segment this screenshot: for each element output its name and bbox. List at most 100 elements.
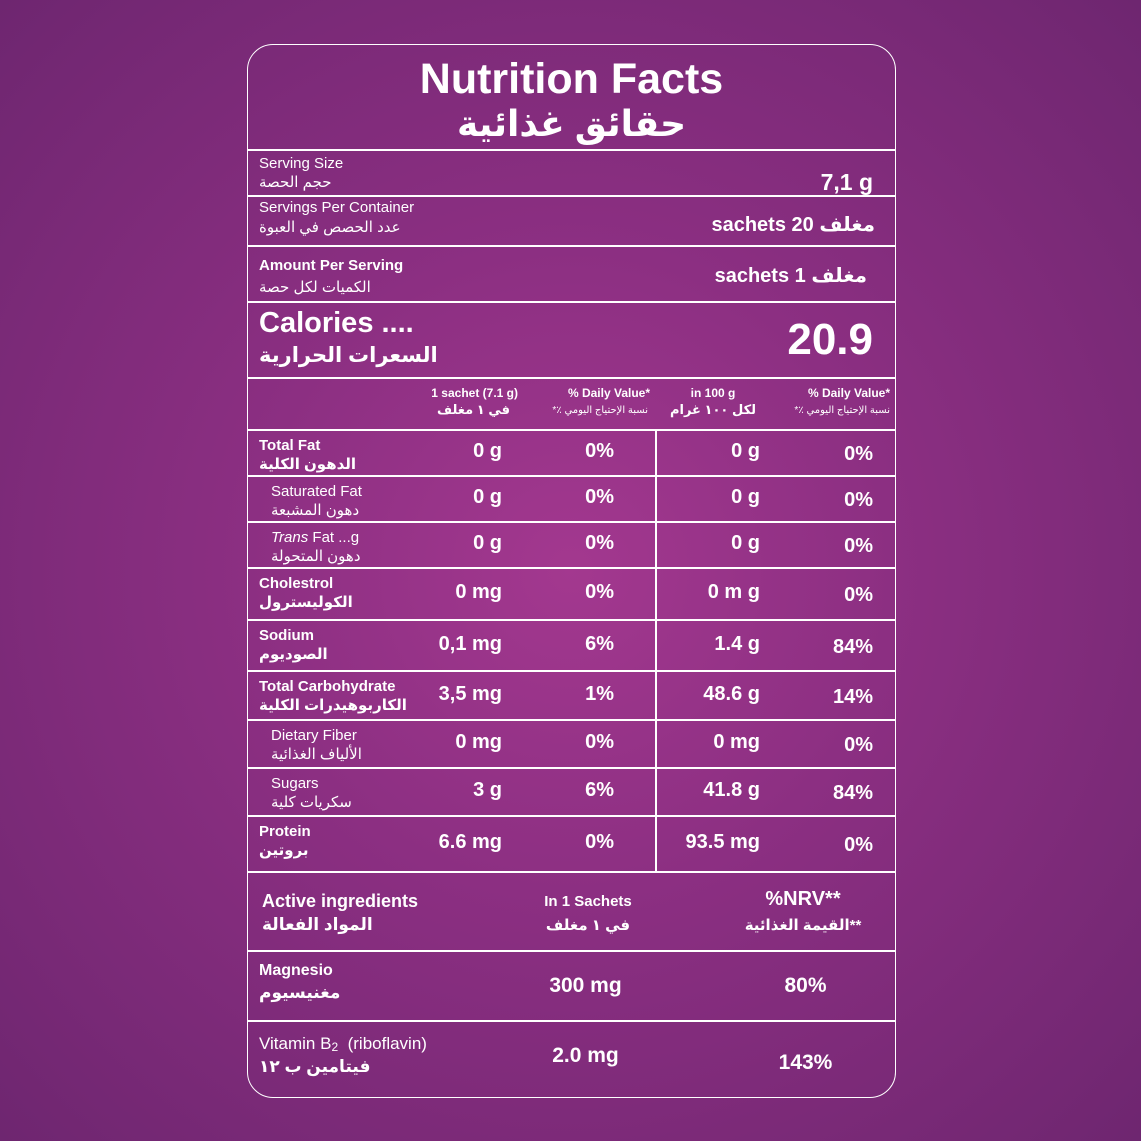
active-row-amount: 2.0 mg (552, 1044, 619, 1067)
nutrient-name-text: Dietary Fiber (271, 727, 357, 744)
active-header-ar: المواد الفعالة (262, 915, 373, 934)
daily-value-2: 0% (844, 489, 873, 511)
per-sachet-value: 0 mg (455, 581, 502, 603)
nutrient-name-en: Protein (259, 823, 311, 840)
nutrition-facts-panel: Nutrition Facts حقائق غذائية Serving Siz… (247, 44, 896, 1098)
nutrient-name-en: Sugars (271, 775, 319, 792)
daily-value-2: 0% (844, 734, 873, 756)
daily-value-1: 0% (585, 532, 614, 554)
nutrient-name-text: Saturated Fat (271, 483, 362, 500)
daily-value-1: 0% (585, 581, 614, 603)
nutrient-name-ar: الكوليسترول (259, 594, 353, 611)
divider (248, 149, 895, 151)
per-100g-value: 0 mg (713, 731, 760, 753)
per-sachet-value: 6.6 mg (438, 831, 502, 853)
divider (248, 377, 895, 379)
serving-size-label-ar: حجم الحصة (259, 174, 332, 191)
divider (248, 429, 895, 431)
nutrient-name-en: Trans Fat ...g (271, 529, 359, 546)
daily-value-1: 0% (585, 831, 614, 853)
per-sachet-value: 0,1 mg (438, 633, 502, 655)
active-col1-ar: في ١ مغلف (545, 917, 631, 934)
nutrient-name-italic: Trans (271, 529, 309, 546)
per-100g-value: 0 g (731, 532, 760, 554)
serving-size-label-en: Serving Size (259, 155, 344, 172)
active-row-name-ar: مغنيسيوم (259, 983, 341, 1002)
per-sachet-value: 0 g (473, 440, 502, 462)
daily-value-2: 0% (844, 584, 873, 606)
per-sachet-value: 3,5 mg (438, 683, 502, 705)
divider (248, 1020, 895, 1022)
daily-value-1: 6% (585, 633, 614, 655)
divider (248, 719, 895, 721)
daily-value-2: 84% (832, 636, 873, 658)
active-row-amount: 300 mg (549, 974, 622, 997)
active-row-name-ar: فيتامين ب ١٢ (259, 1057, 371, 1076)
nutrient-name-ar: الصوديوم (259, 646, 328, 663)
active-header-en: Active ingredients (262, 891, 419, 911)
divider (248, 767, 895, 769)
nutrient-name-en: Total Fat (259, 437, 320, 454)
amount-per-serving-value: مغلف 1 sachets (714, 265, 867, 287)
col-header-per100-en: in 100 g (690, 386, 736, 400)
col-header-dv2-en: % Daily Value* (807, 386, 890, 400)
col-header-dv1-en: % Daily Value* (567, 386, 650, 400)
per-sachet-value: 3 g (473, 779, 502, 801)
daily-value-1: 0% (585, 486, 614, 508)
nutrient-name-ar: دهون المتحولة (271, 548, 361, 565)
nutrient-name-text: Fat ...g (312, 529, 360, 546)
daily-value-1: 0% (585, 731, 614, 753)
nutrient-name-text: Sodium (259, 627, 314, 644)
per-100g-value: 0 m g (707, 581, 760, 603)
title-en: Nutrition Facts (419, 55, 724, 103)
divider (248, 195, 895, 197)
daily-value-2: 0% (844, 535, 873, 557)
per-100g-value: 0 g (731, 486, 760, 508)
divider (248, 301, 895, 303)
nutrient-name-ar: سكريات كلية (271, 794, 352, 811)
title-ar: حقائق غذائية (456, 103, 687, 144)
per-100g-value: 48.6 g (703, 683, 760, 705)
active-row-nrv: 143% (778, 1051, 833, 1074)
divider (248, 950, 895, 952)
col-header-dv2-ar: نسبة الإحتياج اليومي ٪* (794, 405, 890, 416)
daily-value-2: 84% (832, 782, 873, 804)
nutrient-name-text: Total Fat (259, 437, 321, 454)
active-col1-en: In 1 Sachets (544, 893, 632, 910)
divider (248, 567, 895, 569)
per-100g-value: 41.8 g (703, 779, 760, 801)
daily-value-1: 6% (585, 779, 614, 801)
nutrient-name-ar: الكاربوهيدرات الكلية (259, 697, 407, 714)
calories-value: 20.9 (787, 315, 873, 364)
per-100g-value: 1.4 g (714, 633, 760, 655)
daily-value-2: 14% (832, 686, 873, 708)
servings-per-container-value: مغلف 20 sachets (711, 214, 875, 236)
nutrient-name-text: Cholestrol (259, 575, 334, 592)
col-header-per100-ar: لكل ١٠٠ غرام (669, 402, 757, 417)
divider (248, 670, 895, 672)
nutrient-name-text: Sugars (271, 775, 319, 792)
nutrient-name-ar: دهون المشبعة (271, 502, 360, 519)
divider (248, 619, 895, 621)
per-sachet-value: 0 g (473, 486, 502, 508)
divider (248, 245, 895, 247)
calories-label-en: Calories .... (259, 307, 414, 339)
nutrient-name-text: Total Carbohydrate (259, 678, 396, 695)
active-row-name-en: Magnesio (259, 962, 333, 979)
divider (248, 815, 895, 817)
active-col2-ar: **القيمة الغذائية (744, 917, 862, 934)
nutrient-name-ar: الألياف الغذائية (271, 746, 362, 763)
nutrient-name-text: Protein (259, 823, 311, 840)
divider (248, 871, 895, 873)
amount-per-serving-label-ar: الكميات لكل حصة (259, 279, 371, 296)
column-divider (655, 429, 657, 871)
col-header-per-sachet-ar: في ١ مغلف (436, 402, 510, 417)
nutrient-name-en: Saturated Fat (271, 483, 362, 500)
calories-label-ar: السعرات الحرارية (259, 344, 438, 367)
serving-size-value: 7,1 g (820, 169, 873, 195)
daily-value-1: 0% (585, 440, 614, 462)
daily-value-1: 1% (585, 683, 614, 705)
per-sachet-value: 0 mg (455, 731, 502, 753)
per-100g-value: 93.5 mg (685, 831, 760, 853)
active-row-nrv: 80% (784, 974, 827, 997)
